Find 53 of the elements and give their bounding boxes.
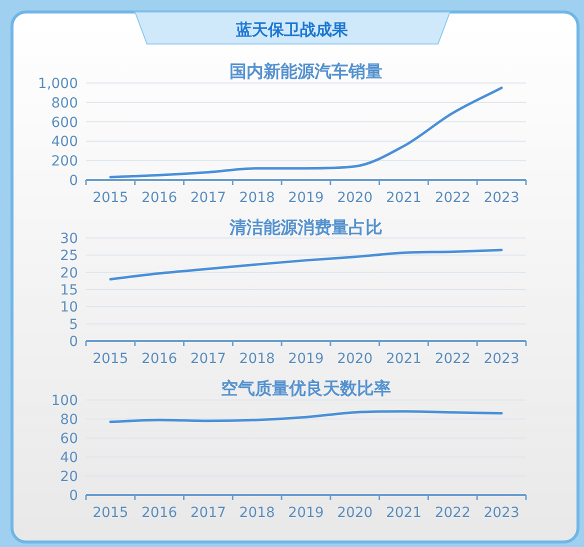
x-tick-label: 2015 [92,505,128,521]
y-tick-label: 15 [60,282,78,298]
y-tick-label: 30 [60,231,78,247]
y-tick-label: 80 [60,412,78,428]
x-tick-label: 2017 [190,190,226,206]
x-tick-label: 2023 [484,351,520,367]
x-tick-label: 2017 [190,351,226,367]
y-tick-label: 0 [69,488,78,504]
x-tick-label: 2022 [434,351,470,367]
x-tick-label: 2021 [386,190,422,206]
x-tick-label: 2016 [142,351,178,367]
x-tick-label: 2018 [239,505,275,521]
y-tick-label: 200 [51,154,78,170]
x-tick-label: 2020 [337,190,373,206]
x-tick-label: 2015 [92,190,128,206]
x-tick-label: 2022 [434,190,470,206]
x-tick-label: 2022 [434,505,470,521]
x-tick-label: 2018 [239,351,275,367]
x-tick-label: 2015 [92,351,128,367]
x-tick-label: 2016 [142,505,178,521]
x-tick-label: 2019 [288,505,324,521]
x-tick-label: 2023 [484,505,520,521]
x-tick-label: 2017 [190,505,226,521]
chart-title: 清洁能源消费量占比 [228,218,382,238]
y-tick-label: 25 [60,248,78,264]
line-series [109,86,503,178]
x-tick-label: 2021 [386,505,422,521]
x-tick-label: 2016 [142,190,178,206]
y-tick-label: 0 [69,173,78,189]
text: 蓝天保卫战成果 [235,20,349,39]
line-series [109,410,503,424]
x-tick-label: 2020 [337,351,373,367]
y-tick-label: 20 [60,469,78,485]
y-tick-label: 400 [51,134,78,150]
y-tick-label: 60 [60,431,78,447]
y-tick-label: 100 [51,393,78,409]
x-tick-label: 2018 [239,190,275,206]
x-tick-label: 2021 [386,351,422,367]
y-tick-label: 800 [51,95,78,112]
y-tick-label: 0 [69,334,78,350]
x-tick-label: 2020 [337,505,373,521]
y-tick-label: 1,000 [38,76,78,92]
y-tick-label: 600 [51,114,78,131]
y-tick-label: 5 [69,316,78,333]
x-tick-label: 2019 [288,351,324,367]
chart-title: 空气质量优良天数比率 [221,379,391,399]
y-tick-label: 40 [60,450,78,466]
line-series [109,248,503,280]
chart-title: 国内新能源汽车销量 [230,62,382,82]
x-tick-label: 2023 [484,190,520,206]
y-tick-label: 20 [60,265,78,282]
x-tick-label: 2019 [288,190,324,206]
y-tick-label: 10 [60,300,78,316]
